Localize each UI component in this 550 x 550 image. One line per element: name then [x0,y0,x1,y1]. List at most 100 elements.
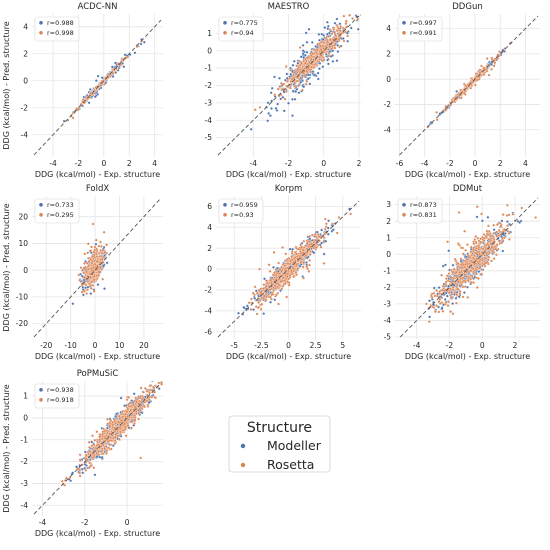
y-tick-label: -2 [384,283,392,292]
x-tick-label: -4 [250,159,258,168]
scatter-point-rosetta [92,289,96,293]
scatter-point-modeller [325,20,329,24]
scatter-point-modeller [254,289,258,293]
x-axis-label: DDG (kcal/mol) - Exp. structure [226,352,351,361]
scatter-point-rosetta [473,254,477,258]
y-tick-label: 1 [207,29,212,38]
scatter-point-rosetta [482,66,486,70]
scatter-point-rosetta [338,45,341,49]
x-tick-label: -6 [396,159,404,168]
scatter-point-rosetta [283,264,286,267]
legend-label: r=0.775 [231,19,258,27]
scatter-point-modeller [263,277,266,281]
scatter-point-rosetta [85,270,88,274]
scatter-point-modeller [454,296,458,300]
scatter-point-rosetta [294,259,298,263]
y-tick-label: 4 [207,223,212,232]
scatter-point-modeller [305,256,309,260]
scatter-point-modeller [111,75,115,78]
scatter-point-rosetta [465,258,469,261]
scatter-point-rosetta [490,58,494,61]
scatter-point-rosetta [302,239,306,243]
scatter-point-rosetta [281,246,285,249]
scatter-point-rosetta [469,269,473,273]
scatter-point-rosetta [82,275,86,279]
scatter-point-modeller [317,33,321,36]
scatter-point-rosetta [456,93,460,96]
scatter-point-modeller [351,14,353,15]
y-tick-label: 20 [18,212,28,221]
scatter-point-rosetta [330,47,334,50]
y-tick-label: 2 [386,50,391,59]
legend-marker [39,21,43,25]
scatter-point-modeller [317,67,321,71]
scatter-point-rosetta [469,245,473,249]
scatter-point-rosetta [322,261,326,265]
scatter-point-rosetta [304,82,308,86]
identity-line [217,200,360,338]
y-tick-label: 4 [23,22,28,31]
scatter-point-rosetta [312,58,315,62]
scatter-point-rosetta [91,283,95,287]
scatter-point-rosetta [292,76,296,80]
scatter-point-modeller [100,455,104,459]
x-tick-label: 2 [127,159,132,168]
scatter-point-rosetta [286,280,290,284]
scatter-point-rosetta [484,261,488,265]
scatter-point-modeller [282,109,286,113]
y-tick-label: -2 [205,286,213,295]
scatter-point-rosetta [433,294,437,298]
scatter-point-rosetta [334,42,337,46]
scatter-point-modeller [268,114,272,117]
scatter-point-rosetta [313,62,317,66]
scatter-point-rosetta [489,235,493,239]
scatter-point-rosetta [270,281,274,285]
scatter-points [424,203,538,324]
scatter-point-rosetta [335,24,339,28]
scatter-point-modeller [269,300,273,304]
y-tick-label: 0 [23,76,28,85]
scatter-point-modeller [87,101,91,105]
scatter-point-rosetta [487,73,491,77]
legend-marker [402,31,406,35]
scatter-point-rosetta [299,261,303,265]
scatter-point-rosetta [302,276,306,280]
y-tick-label: 2 [23,49,28,58]
scatter-point-rosetta [282,82,285,86]
scatter-point-rosetta [497,239,501,243]
scatter-point-rosetta [478,252,482,256]
scatter-points [71,222,109,306]
scatter-point-rosetta [461,252,465,256]
legend-label: r=0.998 [47,29,74,37]
scatter-point-rosetta [308,243,311,247]
scatter-point-rosetta [85,292,89,295]
scatter-point-rosetta [292,275,296,279]
scatter-point-rosetta [309,54,313,58]
subplot-title: Korpm [275,184,303,194]
identity-line [33,197,162,338]
subplot-title: FoldX [86,184,110,194]
scatter-point-rosetta [310,66,314,69]
y-tick-label: -4 [205,306,213,315]
scatter-point-rosetta [454,270,458,274]
y-axis-label: DDG (kcal/mol) - Pred. structure [2,203,11,331]
x-tick-label: -4 [39,518,47,527]
scatter-point-modeller [150,381,154,382]
scatter-point-rosetta [305,56,309,60]
scatter-point-modeller [288,247,292,251]
scatter-point-rosetta [435,288,438,292]
scatter-point-modeller [96,74,100,78]
scatter-point-modeller [365,20,368,23]
scatter-point-modeller [312,251,316,255]
scatter-point-rosetta [312,51,316,55]
scatter-point-modeller [281,95,285,99]
scatter-point-modeller [89,292,93,296]
scatter-point-modeller [443,298,447,301]
scatter-point-rosetta [424,302,428,306]
scatter-point-rosetta [351,17,354,20]
scatter-point-modeller [266,101,270,105]
scatter-point-rosetta [103,250,107,254]
scatter-point-rosetta [337,27,341,31]
legend-marker [402,203,406,207]
